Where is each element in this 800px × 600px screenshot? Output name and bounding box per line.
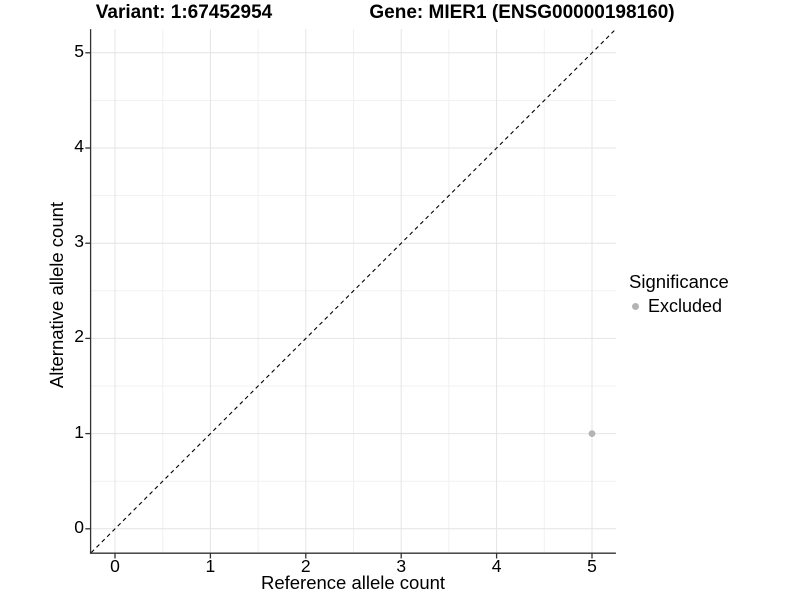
y-tick-label: 0 xyxy=(74,516,84,537)
x-tick-label: 0 xyxy=(110,556,120,576)
legend-item-excluded: Excluded xyxy=(629,296,797,318)
y-tick-label: 1 xyxy=(74,421,84,442)
y-tick-label: 3 xyxy=(74,231,84,252)
y-tick-label: 5 xyxy=(74,40,84,61)
x-tick-label: 5 xyxy=(587,556,597,576)
axis-lines xyxy=(89,29,616,554)
minor-gridlines xyxy=(91,29,616,553)
data-point xyxy=(588,430,596,437)
legend-title: Significance xyxy=(629,271,729,292)
x-tick-label: 1 xyxy=(205,556,216,576)
major-gridlines xyxy=(91,29,616,553)
x-tick-label: 2 xyxy=(300,556,311,576)
x-axis-title: Reference allele count xyxy=(260,572,446,593)
legend: Significance Excluded xyxy=(629,271,797,318)
x-tick-label: 4 xyxy=(491,556,502,576)
variant-title: Variant: 1:67452954 xyxy=(95,2,273,23)
y-tick-label: 4 xyxy=(74,136,84,156)
gene-title: Gene: MIER1 (ENSG00000198160) xyxy=(369,2,675,23)
tick-marks xyxy=(85,52,593,559)
legend-item-label: Excluded xyxy=(648,296,723,317)
y-axis-title: Alternative allele count xyxy=(45,201,67,389)
x-tick-label: 3 xyxy=(396,556,407,576)
identity-line xyxy=(90,28,617,553)
circle-marker-icon xyxy=(632,303,639,311)
y-tick-label: 2 xyxy=(74,326,84,347)
